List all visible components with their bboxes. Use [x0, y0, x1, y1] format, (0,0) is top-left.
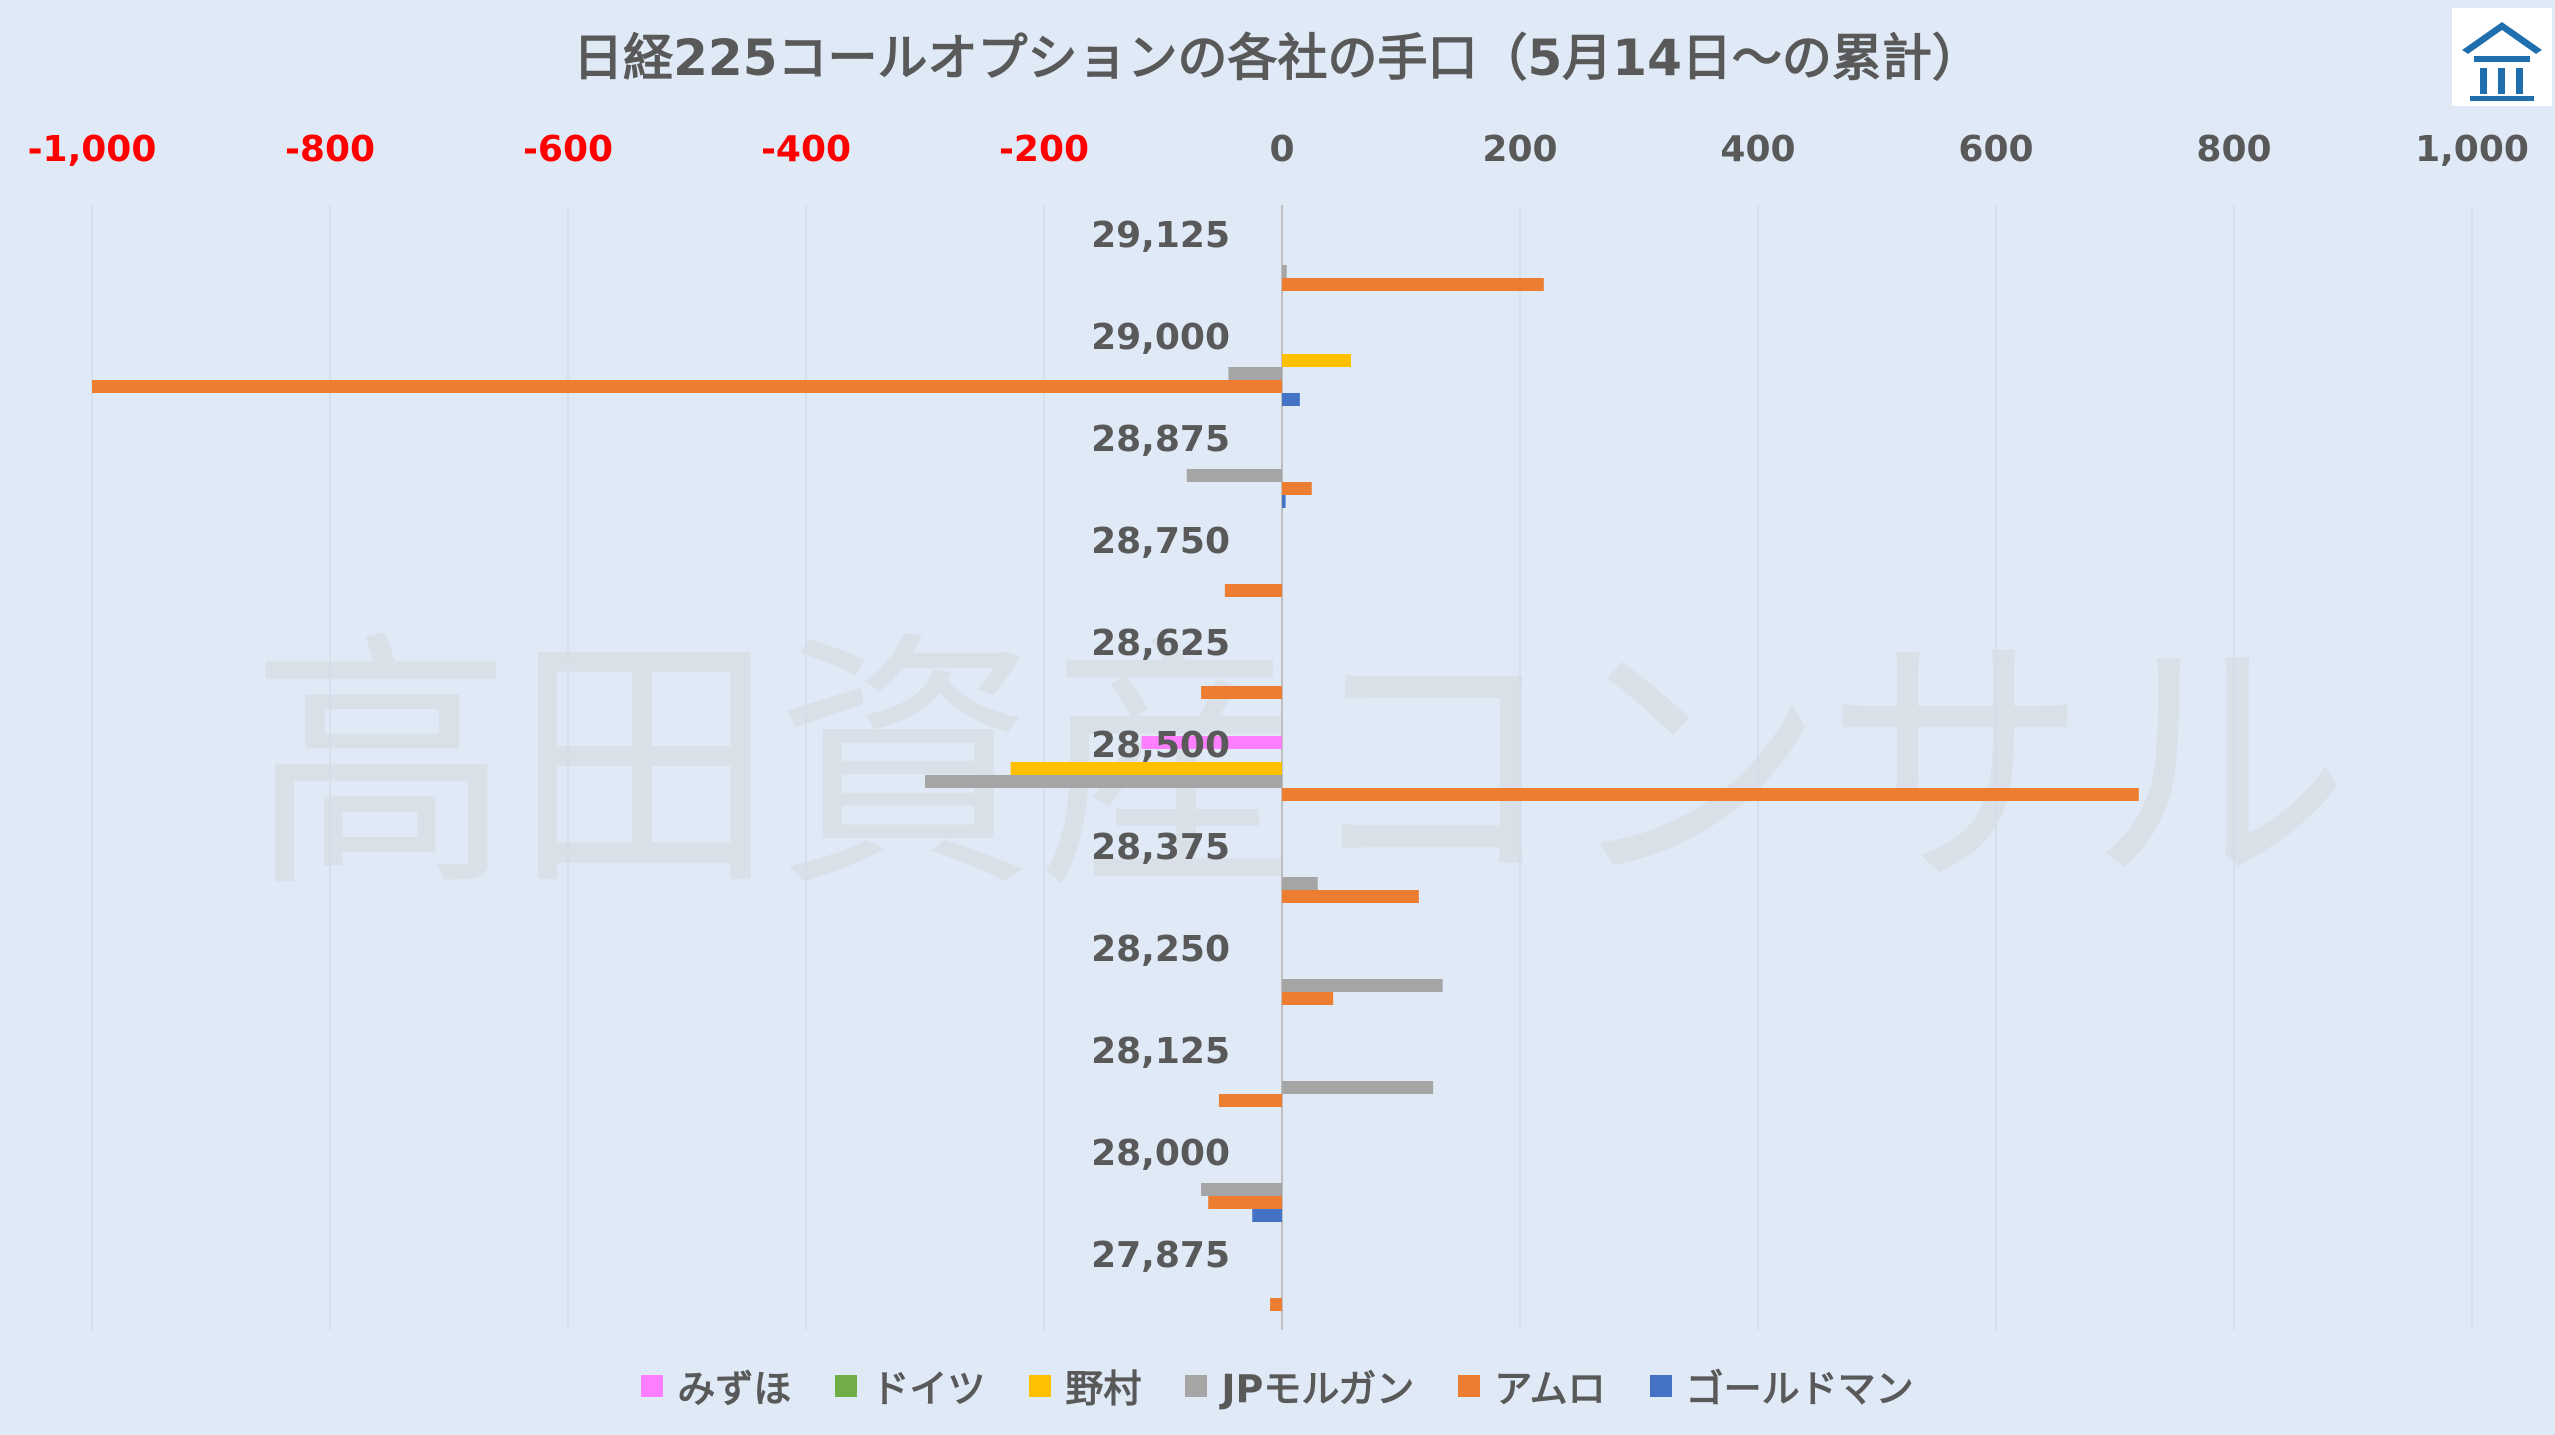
legend: みずほ ドイツ 野村 JPモルガン アムロ ゴールドマン [0, 1358, 2555, 1413]
x-tick-label: -800 [285, 129, 375, 170]
bar [1282, 979, 1443, 992]
legend-item: ドイツ [835, 1358, 985, 1413]
x-tick-label: 1,000 [2415, 129, 2529, 170]
x-tick-label: -1,000 [28, 129, 157, 170]
legend-label: JPモルガン [1221, 1367, 1415, 1411]
bar [925, 775, 1282, 788]
bar [1282, 393, 1300, 406]
bar [1282, 482, 1312, 495]
legend-label: みずほ [677, 1367, 792, 1411]
category-label: 27,875 [1091, 1235, 1230, 1276]
bar [1282, 495, 1286, 508]
legend-item: アムロ [1458, 1358, 1606, 1413]
legend-swatch [641, 1374, 664, 1397]
bar [1282, 265, 1287, 278]
house-logo-icon [2452, 8, 2552, 106]
bar [92, 380, 1282, 393]
legend-item: JPモルガン [1185, 1358, 1414, 1413]
x-tick-label: -600 [523, 129, 613, 170]
legend-label: ゴールドマン [1685, 1367, 1914, 1411]
bar [1224, 584, 1282, 597]
bar [1282, 992, 1334, 1005]
legend-label: 野村 [1065, 1367, 1142, 1411]
legend-swatch [1458, 1374, 1481, 1397]
category-label: 28,750 [1091, 521, 1230, 562]
bar [1218, 1094, 1282, 1107]
bar [1186, 469, 1282, 482]
category-label: 28,500 [1091, 725, 1230, 766]
watermark: 高田資産コンサル [250, 609, 2350, 924]
bar [1201, 1183, 1282, 1196]
legend-swatch [1649, 1374, 1672, 1397]
category-label: 28,625 [1091, 623, 1230, 664]
legend-swatch [835, 1374, 858, 1397]
x-tick-label: 800 [2196, 129, 2271, 170]
bar [1282, 890, 1419, 903]
category-label: 28,375 [1091, 827, 1230, 868]
bar [1010, 762, 1282, 775]
category-label: 29,000 [1091, 317, 1230, 358]
bar [1141, 736, 1282, 749]
legend-item: みずほ [641, 1358, 791, 1413]
x-tick-label: 400 [1720, 129, 1795, 170]
x-tick-label: 600 [1958, 129, 2033, 170]
legend-label: ドイツ [871, 1367, 986, 1411]
bar [1208, 1196, 1282, 1209]
bar [1270, 1298, 1282, 1311]
x-tick-label: 200 [1482, 129, 1557, 170]
legend-swatch [1185, 1374, 1208, 1397]
category-label: 28,125 [1091, 1031, 1230, 1072]
legend-label: アムロ [1494, 1367, 1606, 1411]
bar [1282, 278, 1544, 291]
x-tick-label: -200 [999, 129, 1089, 170]
category-label: 28,875 [1091, 419, 1230, 460]
chart-title: 日経225コールオプションの各社の手口（5月14日～の累計） [573, 29, 1982, 87]
legend-item: ゴールドマン [1649, 1358, 1914, 1413]
x-tick-label: -400 [761, 129, 851, 170]
category-label: 29,125 [1091, 215, 1230, 256]
legend-item: 野村 [1029, 1358, 1141, 1413]
legend-swatch [1029, 1374, 1052, 1397]
category-label: 28,250 [1091, 929, 1230, 970]
category-label: 28,000 [1091, 1133, 1230, 1174]
bar [1282, 788, 2139, 801]
bar [1252, 1209, 1282, 1222]
bar [1282, 877, 1318, 890]
bar [1282, 1081, 1434, 1094]
x-tick-label: 0 [1269, 129, 1294, 170]
bar [1201, 686, 1282, 699]
bar [1282, 354, 1352, 367]
bar [1228, 367, 1282, 380]
